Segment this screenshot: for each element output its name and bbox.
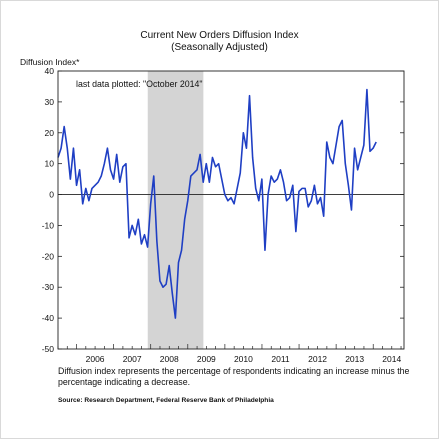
axis-ticks	[57, 70, 404, 350]
y-tick-label: 0	[49, 190, 54, 200]
x-tick-label: 2010	[234, 354, 253, 364]
x-tick-label: 2014	[382, 354, 401, 364]
y-tick-label: -20	[42, 251, 55, 261]
y-tick-label: -40	[42, 313, 55, 323]
chart-title: Current New Orders Diffusion Index	[140, 30, 299, 41]
plot-border	[57, 70, 405, 350]
x-tick-labels: 2006 2007 2008 2009 2010 2011 2012 2013 2014	[86, 354, 402, 364]
x-tick-label: 2012	[308, 354, 327, 364]
y-tick-label: 40	[45, 66, 55, 76]
chart-subtitle: (Seasonally Adjusted)	[171, 42, 268, 53]
y-tick-label: -10	[42, 220, 55, 230]
footnote: Diffusion index represents the percentag…	[58, 366, 410, 387]
y-tick-label: 30	[45, 97, 55, 107]
y-tick-label: 10	[45, 159, 55, 169]
y-tick-label: -50	[42, 344, 55, 354]
x-tick-label: 2006	[86, 354, 105, 364]
x-tick-label: 2007	[123, 354, 142, 364]
y-tick-labels: 40 30 20 10 0 -10 -20 -30 -40 -50	[42, 66, 55, 354]
last-data-annotation: last data plotted: "October 2014"	[76, 79, 203, 89]
x-tick-label: 2011	[271, 354, 290, 364]
series-line	[57, 88, 377, 319]
y-axis-label: Diffusion Index*	[20, 57, 80, 67]
x-tick-label: 2013	[345, 354, 364, 364]
x-tick-label: 2009	[197, 354, 216, 364]
x-tick-label: 2008	[160, 354, 179, 364]
y-tick-label: 20	[45, 128, 55, 138]
source-note: Source: Research Department, Federal Res…	[58, 397, 274, 404]
y-tick-label: -30	[42, 282, 55, 292]
